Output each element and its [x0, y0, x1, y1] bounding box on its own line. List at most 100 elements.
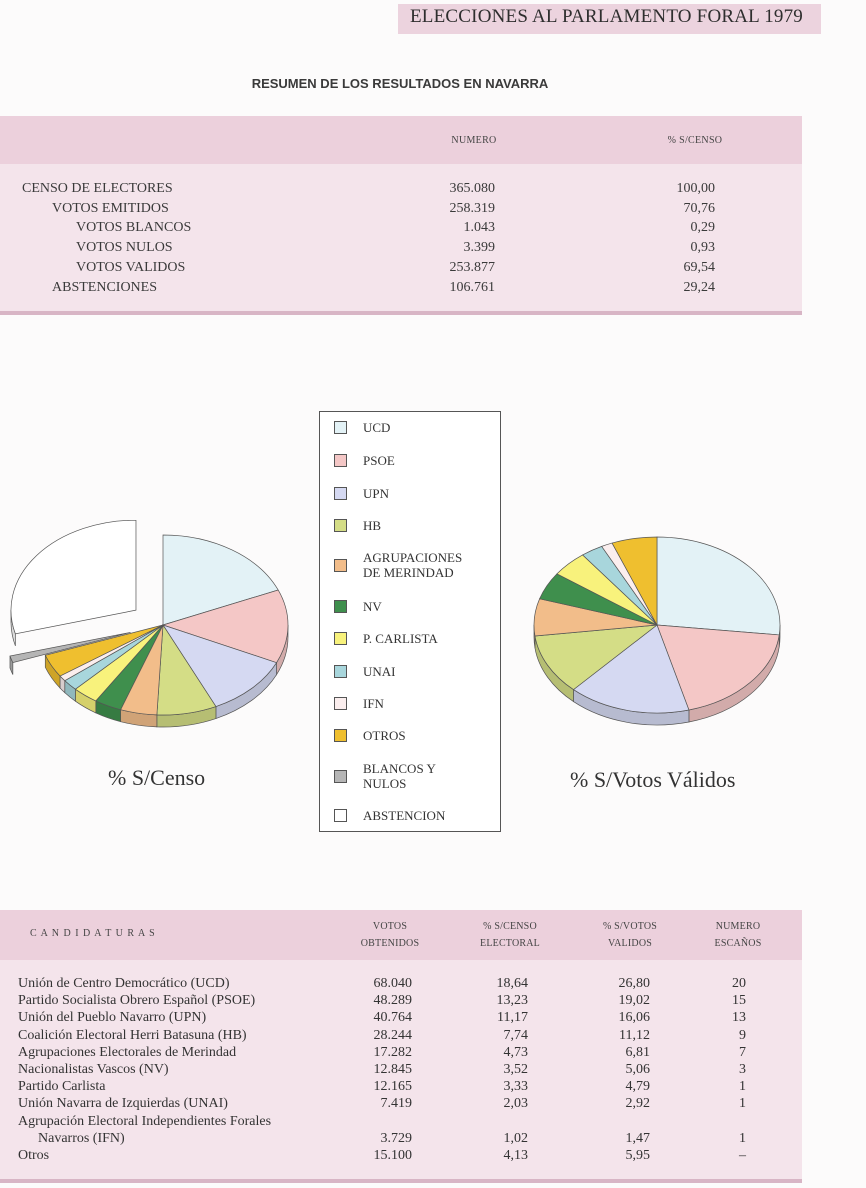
- candidates-bottom-rule: [0, 1179, 802, 1183]
- candidate-escanos: 13: [732, 1010, 746, 1026]
- legend-swatch: [334, 769, 347, 783]
- candidate-votos: 15.100: [373, 1148, 413, 1163]
- candidates-header-band: [0, 910, 802, 960]
- col-pct-censo-header: % S/CENSO ELECTORAL: [480, 921, 540, 949]
- candidate-pct-validos: 26,80: [618, 976, 651, 991]
- candidate-pct-validos: 5,06: [625, 1062, 651, 1077]
- legend-label: P. CARLISTA: [363, 631, 438, 646]
- legend-swatch: [334, 665, 347, 678]
- summary-pct: 70,76: [683, 200, 716, 216]
- candidate-name: Navarros (IFN): [38, 1130, 125, 1146]
- legend-swatch: [334, 600, 347, 613]
- candidate-pct-validos: 11,12: [619, 1027, 650, 1043]
- legend-label: UPN: [363, 486, 390, 501]
- legend-item: IFN: [334, 696, 384, 711]
- page-title: ELECCIONES AL PARLAMENTO FORAL 1979: [410, 6, 804, 27]
- candidate-pct-censo: 1,02: [503, 1130, 529, 1146]
- col-pct-header: % S/CENSO: [667, 135, 723, 146]
- candidates-panel: C A N D I D A T U R A S VOTOS OBTENIDOS …: [0, 910, 802, 1183]
- candidate-pct-validos: 4,79: [625, 1079, 651, 1095]
- candidate-escanos: 1: [739, 1079, 746, 1095]
- candidate-pct-censo: 13,23: [496, 993, 529, 1009]
- legend-item: NV: [334, 599, 382, 614]
- summary-pct: 69,54: [683, 259, 716, 275]
- candidate-votos: 3.729: [380, 1130, 413, 1146]
- pie-slice: [9, 632, 131, 664]
- legend-item: UCD: [334, 420, 390, 435]
- candidate-name: Otros: [18, 1148, 50, 1163]
- candidate-escanos: 20: [732, 976, 746, 991]
- pie-slice: [572, 624, 690, 714]
- candidate-pct-censo: 11,17: [497, 1010, 528, 1026]
- candidate-pct-censo: 7,74: [503, 1027, 529, 1043]
- legend-label: BLANCOS Y NULOS: [363, 761, 436, 791]
- legend-swatch: [334, 487, 347, 500]
- summary-label: VOTOS NULOS: [76, 240, 173, 256]
- legend-label: PSOE: [363, 453, 395, 468]
- pie-slice: [534, 624, 659, 691]
- pie-slice: [656, 536, 781, 636]
- pie-slice: [611, 536, 658, 626]
- pie-chart-censo: [9, 520, 289, 728]
- candidate-pct-validos: 6,81: [625, 1044, 651, 1060]
- summary-pct: 29,24: [683, 279, 716, 295]
- header-band: [398, 4, 821, 34]
- candidate-escanos: –: [739, 1148, 746, 1163]
- candidate-name: Coalición Electoral Herri Batasuna (HB): [18, 1027, 247, 1043]
- legend-label: OTROS: [363, 728, 406, 743]
- candidate-escanos: 3: [739, 1062, 746, 1077]
- summary-numero: 253.877: [449, 259, 496, 275]
- legend-item: PSOE: [334, 453, 395, 468]
- col-numero-header: NUMERO: [451, 135, 497, 146]
- col-votos-header: VOTOS OBTENIDOS: [360, 921, 420, 949]
- summary-numero: 258.319: [449, 200, 496, 216]
- candidate-name: Agrupaciones Electorales de Merindad: [18, 1044, 237, 1060]
- candidate-name: Partido Carlista: [18, 1079, 106, 1095]
- legend-swatch: [334, 454, 347, 467]
- pie-slice: [162, 534, 279, 626]
- candidate-name: Unión del Pueblo Navarro (UPN): [18, 1010, 207, 1026]
- legend-item: UNAI: [334, 664, 396, 679]
- candidate-escanos: 9: [739, 1027, 746, 1043]
- candidate-pct-validos: 5,95: [625, 1148, 651, 1163]
- candidate-votos: 7.419: [380, 1096, 413, 1112]
- candidate-pct-censo: 18,64: [496, 976, 529, 991]
- legend-label: AGRUPACIONES DE MERINDAD: [363, 550, 463, 580]
- candidate-escanos: 1: [739, 1130, 746, 1146]
- candidate-name: Unión Navarra de Izquierdas (UNAI): [18, 1096, 228, 1112]
- candidate-pct-censo: 4,73: [503, 1044, 529, 1060]
- candidate-name: Partido Socialista Obrero Español (PSOE): [18, 993, 256, 1009]
- candidate-escanos: 1: [739, 1096, 746, 1112]
- legend-label: UCD: [363, 420, 391, 435]
- candidate-votos: 40.764: [373, 1010, 413, 1026]
- pie-slice: [44, 624, 164, 677]
- col-pct-validos-header: % S/VOTOS VALIDOS: [602, 921, 658, 949]
- legend-swatch: [334, 558, 347, 572]
- candidate-name: Nacionalistas Vascos (NV): [18, 1062, 169, 1077]
- pie-caption-censo: % S/Censo: [108, 765, 206, 790]
- summary-label: ABSTENCIONES: [52, 279, 158, 295]
- candidate-escanos: 7: [739, 1044, 746, 1060]
- candidate-escanos: 15: [732, 993, 746, 1009]
- legend-label: ABSTENCION: [363, 808, 446, 823]
- candidate-votos: 28.244: [373, 1027, 413, 1043]
- legend-label: HB: [363, 518, 382, 533]
- legend-item: P. CARLISTA: [334, 631, 438, 646]
- summary-label: CENSO DE ELECTORES: [22, 181, 173, 196]
- pie-slice: [161, 589, 289, 664]
- summary-title: RESUMEN DE LOS RESULTADOS EN NAVARRA: [251, 76, 549, 91]
- candidate-pct-validos: 1,47: [625, 1130, 651, 1146]
- legend-swatch: [334, 729, 347, 742]
- summary-pct: 100,00: [676, 181, 716, 196]
- summary-label: VOTOS BLANCOS: [76, 220, 192, 236]
- summary-pct: 0,29: [690, 220, 716, 236]
- candidate-pct-censo: 4,13: [503, 1148, 529, 1163]
- pie-slice: [10, 520, 137, 635]
- candidate-votos: 12.845: [373, 1062, 413, 1077]
- candidate-pct-validos: 16,06: [618, 1010, 651, 1026]
- candidate-votos: 12.165: [373, 1079, 413, 1095]
- candidate-votos: 17.282: [373, 1044, 413, 1060]
- legend-swatch: [334, 697, 347, 710]
- pie-slice: [162, 624, 278, 707]
- legend-swatch: [334, 632, 347, 645]
